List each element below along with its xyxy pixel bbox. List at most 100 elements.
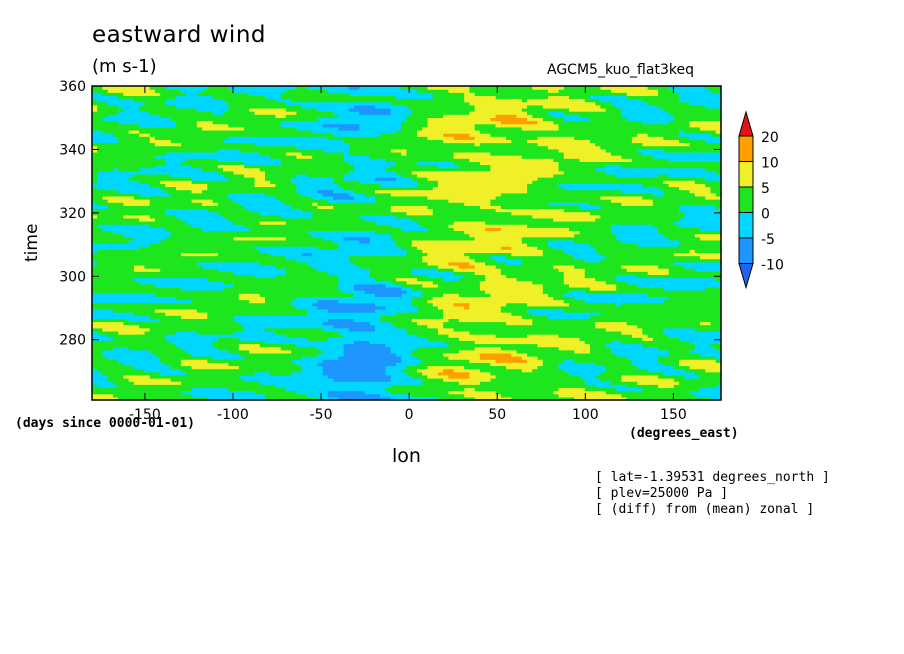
heatmap-cell	[254, 142, 350, 147]
heatmap-cell	[710, 396, 721, 400]
heatmap-cell	[568, 252, 602, 257]
heatmap-cell	[527, 186, 565, 191]
heatmap-cell	[453, 151, 491, 156]
heatmap-cell	[600, 205, 680, 210]
heatmap-cell	[448, 199, 491, 203]
heatmap-cell	[385, 158, 470, 162]
heatmap-cell	[348, 107, 392, 112]
heatmap-cell	[668, 352, 701, 357]
heatmap-cell	[285, 236, 324, 241]
heatmap-cell	[364, 290, 408, 294]
heatmap-cell	[437, 164, 460, 169]
heatmap-cell	[385, 167, 491, 172]
heatmap-cell	[181, 142, 256, 147]
heatmap-cell	[553, 158, 581, 162]
heatmap-cell	[710, 133, 721, 137]
heatmap-cell	[149, 133, 334, 137]
heatmap-cell	[427, 136, 455, 140]
heatmap-cell	[558, 362, 596, 367]
heatmap-cell	[92, 126, 203, 131]
heatmap-cell	[112, 133, 140, 137]
heatmap-cell	[312, 129, 397, 134]
heatmap-cell	[92, 334, 109, 338]
heatmap-cell	[327, 393, 381, 398]
heatmap-cell	[380, 315, 444, 319]
heatmap-cell	[223, 280, 339, 285]
heatmap-cell	[123, 107, 140, 112]
heatmap-cell	[270, 371, 292, 376]
heatmap-cell	[118, 139, 151, 144]
heatmap-cell	[170, 230, 308, 235]
heatmap-cell	[563, 249, 596, 254]
heatmap-cell	[469, 374, 497, 379]
heatmap-cell	[285, 255, 350, 260]
heatmap-cell	[223, 167, 261, 172]
heatmap-cell	[175, 330, 198, 335]
heatmap-cell	[102, 227, 166, 232]
heatmap-cell	[401, 283, 423, 288]
heatmap-cell	[568, 107, 607, 112]
heatmap-cell	[448, 89, 470, 93]
heatmap-cell	[448, 334, 497, 338]
heatmap-cell	[427, 123, 476, 128]
heatmap-cell	[343, 155, 371, 159]
heatmap-cell	[568, 95, 591, 100]
heatmap-cell	[149, 374, 240, 379]
heatmap-cell	[595, 324, 638, 329]
heatmap-cell	[490, 133, 638, 137]
heatmap-cell	[626, 280, 721, 285]
heatmap-cell	[123, 362, 166, 367]
heatmap-cell	[621, 264, 659, 269]
heatmap-cell	[621, 155, 654, 159]
heatmap-cell	[401, 120, 429, 125]
heatmap-cell	[658, 227, 701, 232]
heatmap-cell	[527, 117, 544, 122]
heatmap-cell	[275, 98, 292, 103]
heatmap-cell	[427, 337, 460, 341]
heatmap-cell	[500, 246, 512, 250]
heatmap-cell	[511, 312, 533, 316]
heatmap-cell	[160, 114, 277, 118]
heatmap-cell	[464, 92, 476, 97]
heatmap-cell	[663, 286, 706, 291]
heatmap-cell	[495, 208, 565, 213]
heatmap-cell	[401, 368, 418, 373]
heatmap-cell	[92, 277, 135, 282]
heatmap-cell	[705, 368, 721, 373]
heatmap-cell	[411, 349, 460, 354]
heatmap-cell	[658, 173, 670, 178]
heatmap-cell	[291, 299, 318, 304]
heatmap-cell	[390, 321, 418, 326]
heatmap-cell	[228, 362, 298, 367]
heatmap-cell	[301, 104, 355, 109]
heatmap-cell	[621, 107, 664, 112]
heatmap-cell	[112, 381, 135, 385]
heatmap-cell	[610, 224, 654, 228]
heatmap-cell	[532, 180, 664, 184]
heatmap-cell	[212, 356, 245, 360]
heatmap-cell	[102, 92, 125, 97]
heatmap-cell	[296, 305, 318, 310]
heatmap-cell	[537, 365, 560, 370]
heatmap-cell	[448, 374, 470, 379]
heatmap-cell	[401, 151, 408, 156]
heatmap-cell	[259, 293, 355, 297]
heatmap-cell	[537, 177, 706, 181]
heatmap-cell	[348, 170, 397, 175]
heatmap-cell	[280, 123, 324, 128]
heatmap-cell	[264, 95, 282, 100]
heatmap-cell	[642, 120, 670, 125]
heatmap-cell	[516, 114, 533, 118]
heatmap-cell	[589, 346, 612, 351]
heatmap-cell	[406, 114, 444, 118]
heatmap-cell	[621, 374, 659, 379]
heatmap-cell	[589, 243, 638, 247]
heatmap-cell	[338, 246, 402, 250]
heatmap-cell	[527, 302, 570, 307]
heatmap-cell	[390, 107, 413, 112]
heatmap-cell	[464, 274, 486, 279]
heatmap-cell	[464, 365, 507, 370]
heatmap-cell	[553, 173, 617, 178]
heatmap-cell	[107, 334, 166, 338]
heatmap-cell	[170, 117, 318, 122]
